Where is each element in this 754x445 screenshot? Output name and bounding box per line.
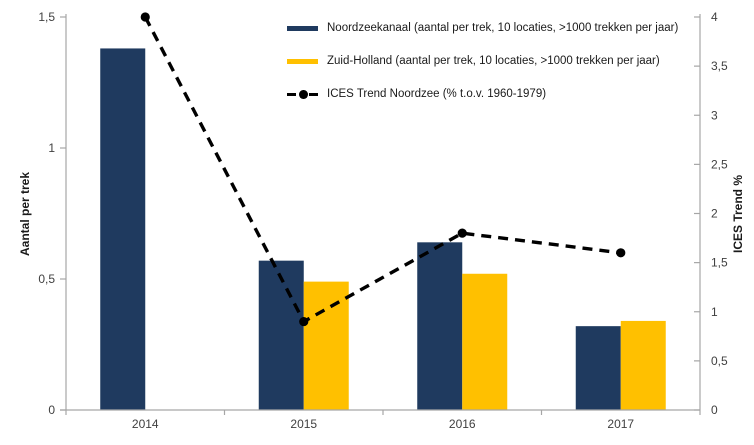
zuid-holland-swatch (287, 58, 318, 64)
legend: Noordzeekanaal (aantal per trek, 10 loca… (287, 22, 678, 100)
ices-trend-line (143, 16, 621, 324)
bar-zuid-holland-2016 (462, 273, 508, 410)
x-axis-label: 2015 (290, 417, 317, 431)
right-axis-tick-label: 1,5 (711, 256, 728, 270)
x-axis-label: 2017 (607, 417, 634, 431)
bar-noordzeekanaal-2017 (575, 326, 621, 410)
right-axis-tick-label: 2 (711, 207, 718, 221)
dashed-line-marker-icon (287, 89, 318, 99)
legend-item-noordzeekanaal: Noordzeekanaal (aantal per trek, 10 loca… (287, 22, 678, 34)
ices-trend-point-2016 (457, 228, 467, 238)
x-axis-label: 2014 (132, 417, 159, 431)
right-axis-tick-label: 0 (711, 403, 718, 417)
right-axis-tick-label: 3,5 (711, 59, 728, 73)
legend-item-ices-trend: ICES Trend Noordzee (% t.o.v. 1960-1979) (287, 88, 678, 100)
right-axis-tick-label: 4 (711, 10, 718, 24)
ices-trend-point-2017 (616, 248, 626, 258)
legend-item-zuid-holland: Zuid-Holland (aantal per trek, 10 locati… (287, 55, 678, 67)
right-axis-tick-label: 0,5 (711, 354, 728, 368)
legend-label-zuid-holland: Zuid-Holland (aantal per trek, 10 locati… (327, 55, 660, 67)
bar-noordzeekanaal-2016 (417, 242, 463, 410)
left-axis-title: Aantal per trek (18, 171, 32, 257)
right-axis-tick-label: 3 (711, 108, 718, 122)
left-axis-tick-label: 1,5 (38, 10, 55, 24)
bar-noordzeekanaal-2015 (258, 260, 304, 410)
bar-zuid-holland-2015 (303, 281, 349, 410)
ices-trend-point-2015 (299, 316, 309, 327)
left-axis-tick-label: 0 (48, 403, 55, 417)
legend-label-noordzeekanaal: Noordzeekanaal (aantal per trek, 10 loca… (327, 22, 679, 34)
legend-label-ices-trend: ICES Trend Noordzee (% t.o.v. 1960-1979) (327, 88, 547, 100)
x-axis-label: 2016 (449, 417, 476, 431)
bar-zuid-holland-2017 (620, 320, 666, 410)
noordzeekanaal-swatch (287, 25, 318, 31)
left-axis-tick-label: 0,5 (38, 272, 55, 286)
right-axis-tick-label: 1 (711, 305, 718, 319)
right-axis-tick-label: 2,5 (711, 157, 728, 171)
ices-trend-point-2014 (140, 12, 150, 22)
left-axis-tick-label: 1 (48, 141, 55, 155)
bar-noordzeekanaal-2014 (100, 48, 146, 410)
right-axis-title: ICES Trend % (731, 174, 745, 254)
